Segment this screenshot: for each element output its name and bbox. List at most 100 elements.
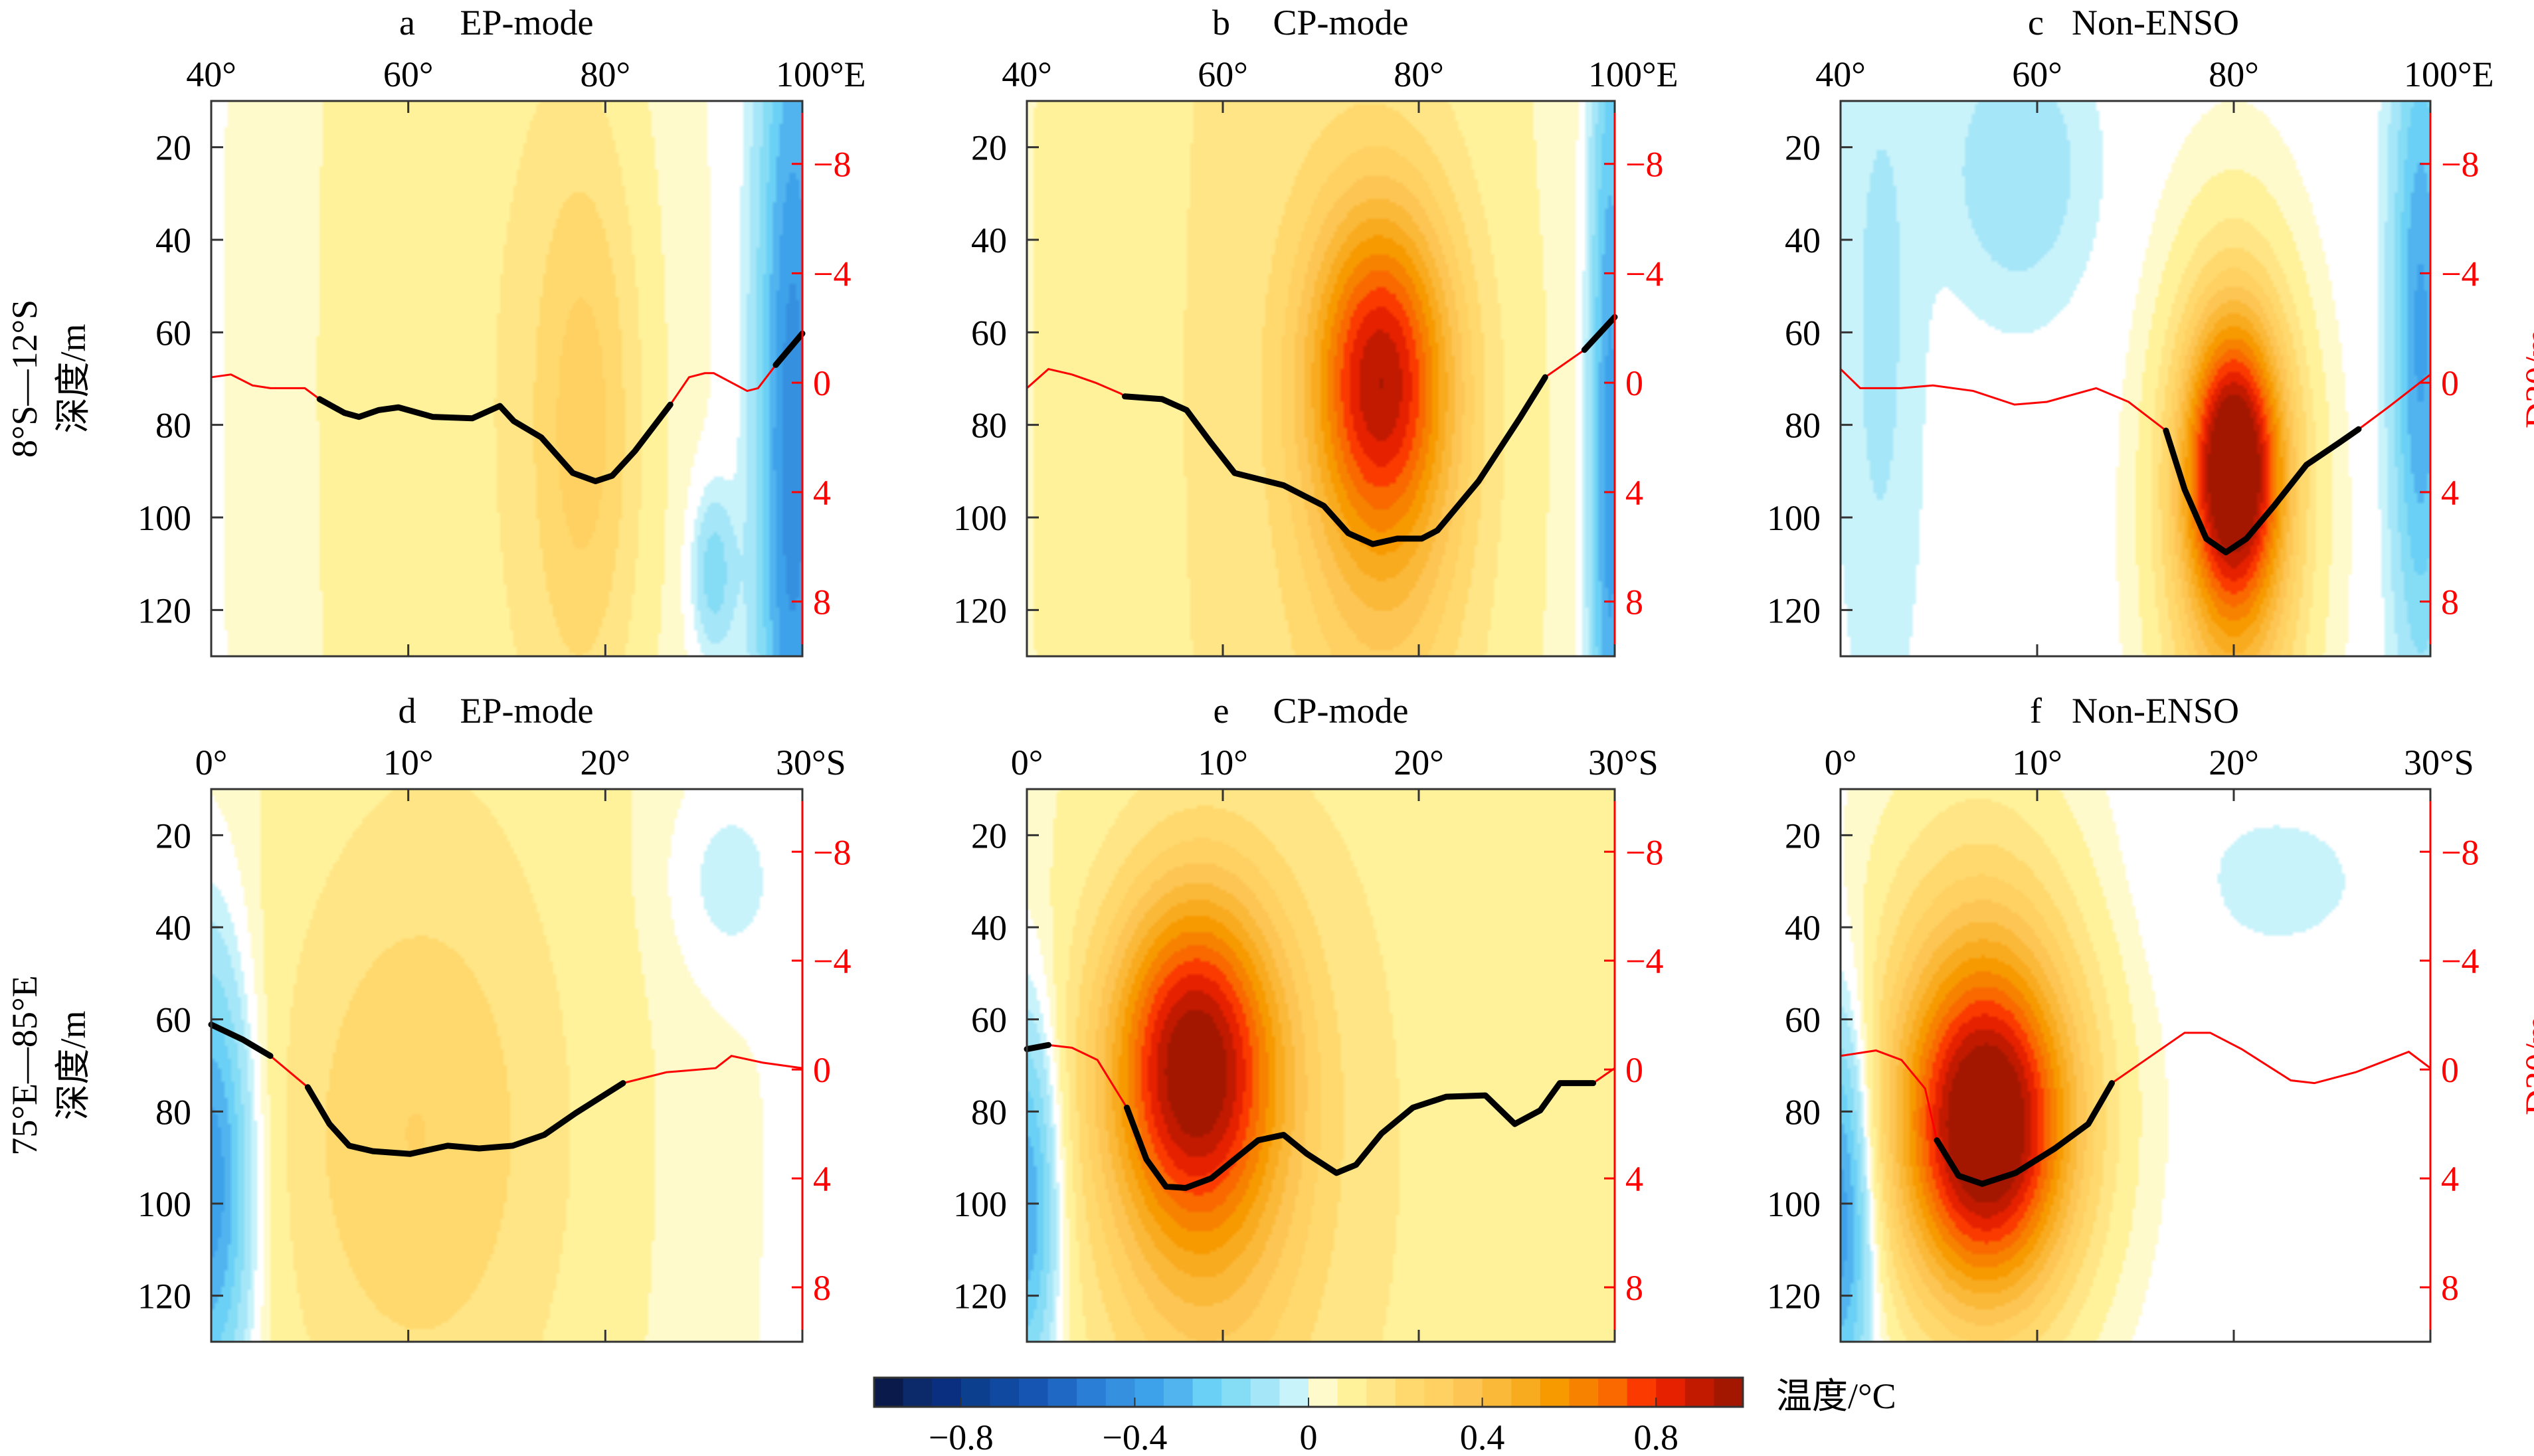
colorbar-tick-label: 0	[1300, 1417, 1318, 1456]
d20-significant-segment	[1122, 374, 1548, 547]
x-tick-label: 20°	[1394, 743, 1444, 782]
x-tick-label: 10°	[2012, 743, 2062, 782]
row-region-label: 75°E—85°E	[5, 975, 45, 1155]
colorbar-swatch	[1627, 1378, 1657, 1407]
y-tick-label: 100	[137, 498, 191, 538]
colorbar-swatch	[1511, 1378, 1541, 1407]
colorbar-swatch	[874, 1378, 904, 1407]
colorbar-swatch	[1540, 1378, 1570, 1407]
y2-tick-label: −8	[2441, 145, 2479, 185]
x-tick-label: 10°	[1198, 743, 1248, 782]
x-tick-label: 40°	[186, 54, 236, 94]
colorbar-swatch	[1134, 1378, 1164, 1407]
y-tick-label: 120	[1767, 1277, 1821, 1317]
colorbar-tick-label: −0.8	[929, 1417, 994, 1456]
d20-significant-segment	[1581, 314, 1618, 353]
y-tick-label: 60	[155, 313, 191, 353]
colorbar-swatch	[1309, 1378, 1338, 1407]
temperature-anomaly-field	[1027, 789, 1615, 1342]
y2-tick-label: −8	[1625, 145, 1663, 185]
y-axis-label: 深度/m	[53, 1010, 93, 1120]
x-tick-label: 30°S	[2404, 743, 2474, 782]
x-tick-label: 100°E	[1588, 54, 1678, 94]
y-tick-label: 120	[953, 1277, 1007, 1317]
y2-tick-label: −8	[2441, 832, 2479, 872]
y-tick-label: 100	[1767, 498, 1821, 538]
y2-tick-label: 4	[813, 473, 831, 513]
colorbar-swatch	[1366, 1378, 1396, 1407]
y-tick-label: 60	[1785, 313, 1821, 353]
panel-title: Non-ENSO	[2072, 691, 2239, 731]
colorbar-swatch	[1714, 1378, 1744, 1407]
y-tick-label: 60	[971, 313, 1007, 353]
panel-title: Non-ENSO	[2072, 3, 2239, 43]
y-tick-label: 20	[155, 128, 191, 168]
colorbar-swatch	[1598, 1378, 1628, 1407]
y-tick-label: 120	[1767, 591, 1821, 630]
x-tick-label: 80°	[2209, 54, 2259, 94]
y2-tick-label: 4	[1625, 473, 1643, 513]
y2-tick-label: 0	[1625, 363, 1643, 403]
x-tick-label: 30°S	[1588, 743, 1659, 782]
x-tick-label: 60°	[2012, 54, 2062, 94]
y2-tick-label: −4	[1625, 254, 1663, 294]
colorbar-swatch	[1077, 1378, 1107, 1407]
x-tick-label: 0°	[195, 743, 228, 782]
colorbar-swatch	[990, 1378, 1020, 1407]
colorbar-swatch	[1656, 1378, 1686, 1407]
y2-tick-label: −4	[2441, 254, 2479, 294]
y2-tick-label: −8	[813, 145, 851, 185]
panel-title: EP-mode	[460, 691, 594, 731]
x-tick-label: 40°	[1815, 54, 1866, 94]
panel-d: d EP-mode 0° 10° 20° 30°S 20 40 60 80 100 120 −8 −4 0 4…	[137, 691, 851, 1343]
panel-title: EP-mode	[460, 3, 594, 43]
colorbar-swatch	[1250, 1378, 1280, 1407]
y2-tick-label: −8	[813, 832, 851, 872]
x-tick-label: 60°	[1198, 54, 1248, 94]
colorbar-label: 温度/°C	[1776, 1376, 1896, 1416]
y2-tick-label: 0	[813, 363, 831, 403]
panel-letter: b	[1212, 3, 1230, 43]
colorbar: −0.8 −0.4 0 0.4 0.8 温度/°C	[873, 1376, 1896, 1456]
d20-significant-segment	[316, 396, 674, 484]
x-tick-label: 40°	[1002, 54, 1052, 94]
y2-tick-label: −4	[813, 254, 851, 294]
y2-tick-label: −8	[1625, 832, 1663, 872]
y2-tick-label: −4	[2441, 941, 2479, 981]
y2-tick-label: 8	[1625, 583, 1643, 622]
panel-letter: a	[399, 3, 415, 43]
d20-significant-segment	[2163, 426, 2362, 556]
y-tick-label: 20	[155, 816, 191, 856]
temperature-anomaly-field	[1841, 101, 2430, 656]
y-tick-label: 40	[971, 908, 1007, 948]
d20-significant-segment	[1934, 1080, 2115, 1187]
x-tick-label: 0°	[1825, 743, 1857, 782]
y2-tick-label: 0	[1625, 1050, 1643, 1090]
x-tick-label: 100°E	[2404, 54, 2494, 94]
x-tick-label: 80°	[581, 54, 631, 94]
colorbar-swatch	[1105, 1378, 1135, 1407]
d20-significant-segment	[304, 1080, 626, 1157]
x-tick-label: 10°	[383, 743, 434, 782]
panel-letter: f	[2030, 691, 2042, 731]
y-tick-label: 120	[953, 591, 1007, 630]
panel-title: CP-mode	[1273, 3, 1408, 43]
colorbar-swatch	[903, 1378, 933, 1407]
y-tick-label: 40	[155, 221, 191, 260]
y-tick-label: 40	[1785, 908, 1821, 948]
y-tick-label: 40	[155, 908, 191, 948]
x-tick-label: 30°S	[776, 743, 846, 782]
y2-axis-label: D20/m	[2518, 1016, 2534, 1115]
panel-letter: d	[399, 691, 416, 731]
x-tick-label: 100°E	[776, 54, 866, 94]
y-tick-label: 20	[971, 816, 1007, 856]
y2-tick-label: 8	[2441, 1268, 2459, 1308]
y-tick-label: 20	[1785, 128, 1821, 168]
panel-letter: c	[2028, 3, 2044, 43]
y2-tick-label: 8	[1625, 1268, 1643, 1308]
colorbar-swatch	[932, 1378, 962, 1407]
y2-tick-label: 8	[813, 1268, 831, 1308]
y2-tick-label: 4	[813, 1159, 831, 1199]
